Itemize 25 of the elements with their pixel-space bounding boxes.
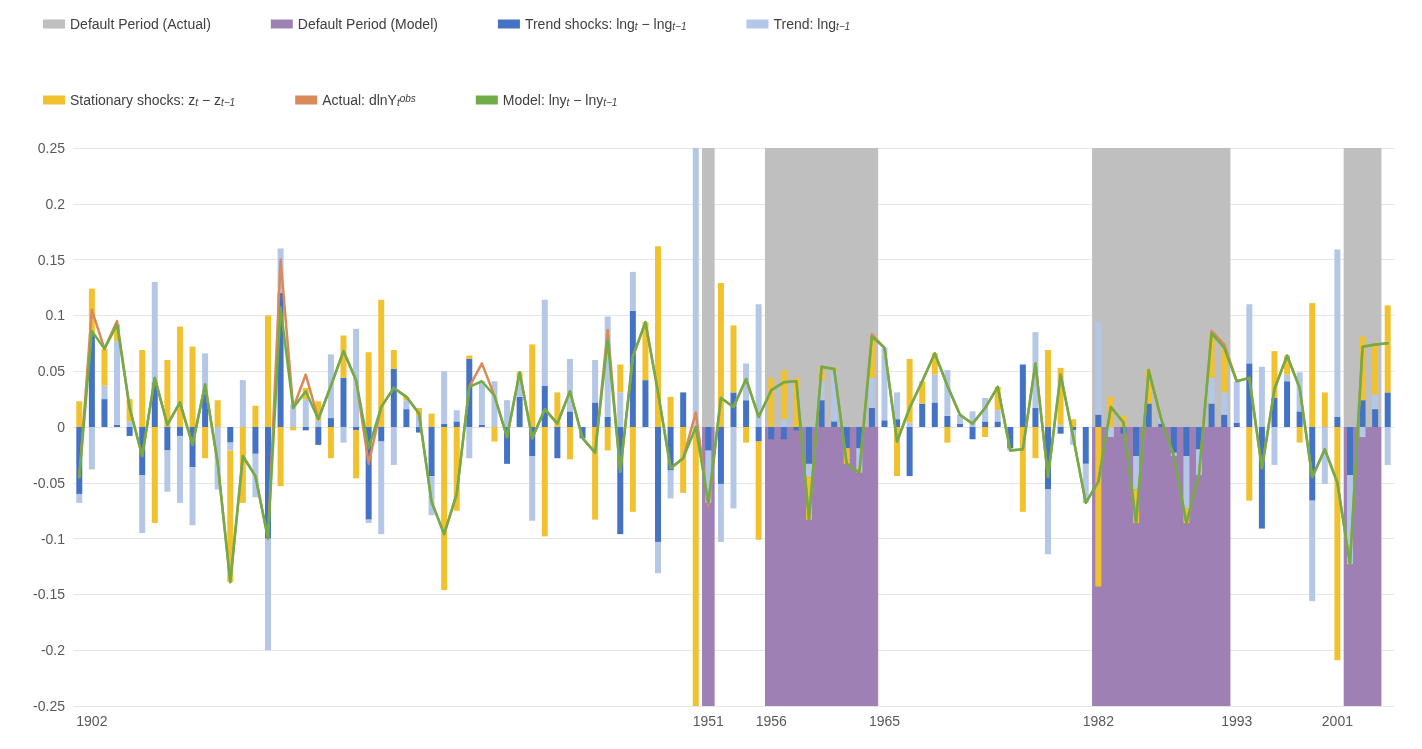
legend-label: Default Period (Model)	[297, 16, 438, 32]
legend-label: Default Period (Actual)	[70, 16, 211, 32]
legend-label: Model: lnyt − lnyt−1	[502, 92, 618, 108]
x-tick-label: 1902	[76, 713, 108, 729]
y-tick-label: -0.2	[40, 642, 66, 659]
y-tick-label: -0.1	[40, 530, 66, 547]
x-tick-label: 1982	[1082, 713, 1115, 729]
x-tick-label: 1951	[692, 713, 725, 729]
y-tick-label: 0.15	[37, 251, 66, 268]
y-tick-label: -0.25	[33, 698, 66, 714]
y-tick-label: 0.05	[37, 363, 66, 380]
legend-label: Trend: lngt−1	[773, 16, 851, 32]
x-tick-label: 2001	[1321, 713, 1354, 729]
x-tick-label: 1965	[868, 713, 901, 729]
y-tick-label: 0	[57, 419, 66, 435]
y-tick-label: 0.2	[45, 195, 66, 212]
y-tick-label: 0.25	[37, 140, 66, 156]
x-tick-label: 1993	[1221, 713, 1253, 729]
x-tick-label: 1956	[755, 713, 788, 729]
y-tick-label: -0.15	[33, 586, 66, 603]
legend-label: Trend shocks: lngt − lngt−1	[524, 16, 687, 32]
y-tick-label: 0.1	[45, 307, 66, 324]
legend-label: Actual: dlnYtobs	[322, 92, 416, 108]
legend-label: Stationary shocks: zt − zt−1	[70, 92, 236, 108]
y-tick-label: -0.05	[33, 474, 66, 491]
